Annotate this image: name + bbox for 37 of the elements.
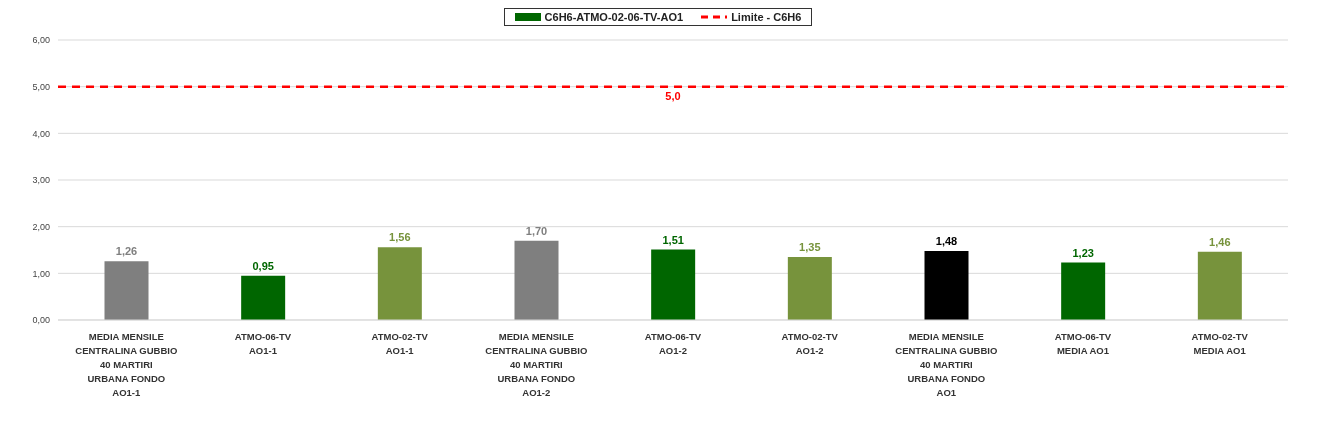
data-label: 1,70 (525, 224, 548, 237)
annotation: 5,0 (665, 90, 681, 103)
y-tick-label: 3,00 (32, 175, 50, 186)
legend-label: Limite - C6H6 (730, 11, 802, 23)
bar (104, 261, 149, 320)
x-tick-label: ATMO-06-TV AO1-1 (234, 331, 292, 356)
bar (377, 247, 422, 320)
x-tick-label: MEDIA MENSILE CENTRALINA GUBBIO 40 MARTIRI URBANA FONDO AO1-1 (75, 331, 178, 398)
x-tick-label: MEDIA MENSILE CENTRALINA GUBBIO 40 MARTIRI URBANA FONDO AO1 (895, 331, 998, 398)
legend-label: C6H6-ATMO-02-06-TV-AO1 (543, 11, 684, 23)
x-tick-label: ATMO-06-TV AO1-2 (644, 331, 702, 356)
x-tick-label: ATMO-02-TV AO1-1 (371, 331, 429, 356)
data-label: 1,51 (662, 233, 684, 246)
bar (1061, 262, 1106, 320)
data-label: 1,46 (1209, 235, 1231, 248)
y-tick-label: 2,00 (32, 221, 50, 232)
y-tick-label: 0,00 (32, 315, 50, 326)
y-tick-label: 5,00 (32, 81, 50, 92)
y-tick-label: 4,00 (32, 128, 50, 139)
data-label: 1,26 (115, 245, 138, 258)
x-tick-label: ATMO-02-TV MEDIA AO1 (1191, 331, 1249, 356)
x-tick-label: ATMO-02-TV AO1-2 (781, 331, 839, 356)
data-label: 1,56 (389, 231, 411, 244)
x-tick-label: MEDIA MENSILE CENTRALINA GUBBIO 40 MARTIRI URBANA FONDO AO1-2 (485, 331, 588, 398)
data-label: 0,95 (252, 259, 274, 272)
data-label: 1,48 (935, 234, 958, 247)
bar (514, 240, 559, 320)
data-label: 1,23 (1072, 246, 1094, 259)
bar (241, 275, 286, 320)
bar (787, 257, 832, 320)
y-tick-label: 6,00 (32, 35, 50, 46)
bar (651, 249, 696, 320)
data-label: 1,35 (799, 241, 821, 253)
x-tick-label: ATMO-06-TV MEDIA AO1 (1054, 331, 1112, 356)
bar (1197, 251, 1242, 320)
y-tick-label: 1,00 (32, 268, 50, 279)
bar (924, 250, 969, 320)
